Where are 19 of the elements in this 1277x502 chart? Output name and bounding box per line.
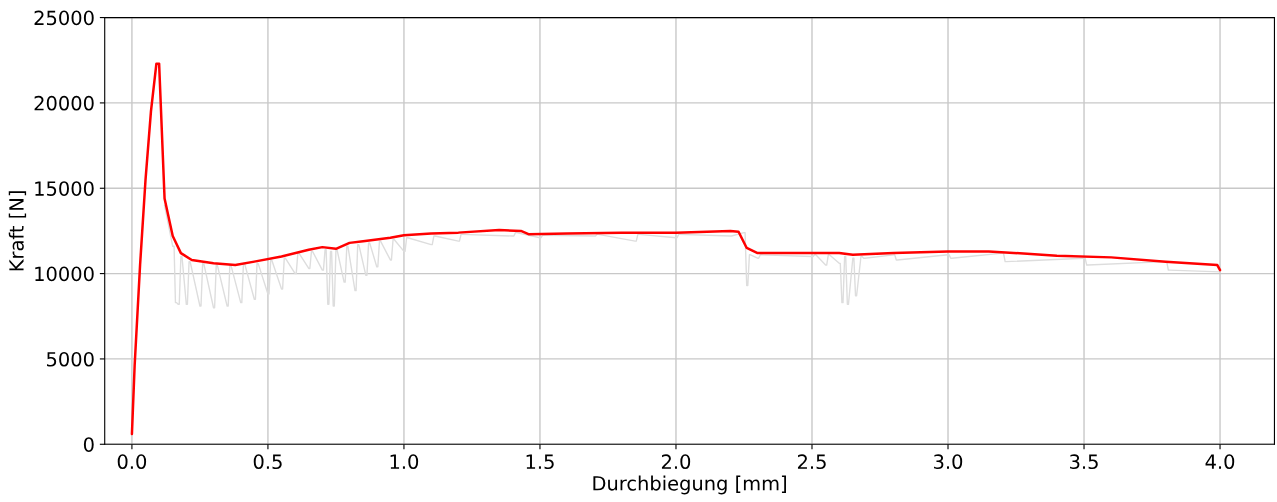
y-tick-label: 0 (83, 437, 94, 452)
y-axis-title: Kraft [N] (8, 191, 27, 271)
x-tick-label: 3.0 (934, 454, 963, 470)
y-tick-label: 15000 (35, 181, 94, 196)
line-series (130, 62, 1222, 436)
line-series (163, 204, 1221, 309)
x-tick-label: 2.0 (661, 454, 691, 470)
x-axis-title: Durchbiegung [mm] (593, 475, 786, 495)
y-tick-label: 5000 (47, 351, 94, 367)
y-tick-label: 25000 (34, 10, 94, 26)
y-tick-label: 10000 (35, 266, 94, 282)
x-tick-label: 3.5 (1070, 454, 1098, 470)
x-tick-label: 4.0 (1205, 454, 1235, 470)
x-tick-label: 0.0 (117, 454, 147, 470)
x-tick-label: 0.5 (253, 454, 282, 470)
x-tick-label: 2.5 (797, 454, 826, 470)
x-tick-label: 1.0 (390, 454, 419, 470)
y-tick-label: 20000 (34, 95, 94, 111)
x-tick-label: 1.5 (526, 454, 554, 470)
